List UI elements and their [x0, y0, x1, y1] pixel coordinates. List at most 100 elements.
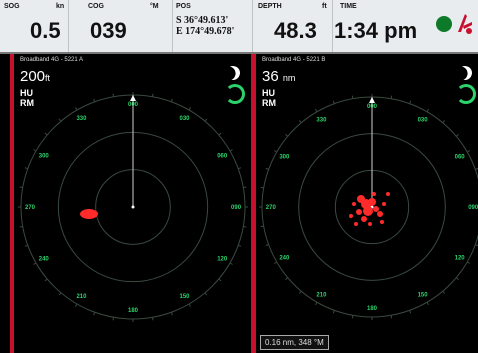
bearing-label: 180 [128, 308, 139, 314]
bearing-tick [315, 108, 318, 112]
right-range[interactable]: 36 nm [262, 68, 295, 85]
bearing-tick [315, 302, 318, 306]
bearing-label: 090 [231, 205, 242, 211]
radar-echo [380, 220, 384, 224]
bearing-tick [265, 167, 269, 170]
right-orientation: HU [262, 88, 275, 98]
bearing-tick [170, 98, 173, 102]
longitude-value: E 174°49.678' [176, 26, 235, 37]
radar-echo [80, 209, 98, 219]
radar-echo [356, 209, 362, 215]
bearing-label: 240 [279, 256, 290, 262]
radar-status-icon[interactable] [225, 84, 245, 104]
bearing-tick [44, 132, 48, 136]
bearing-tick [332, 100, 335, 104]
bearing-label: 120 [455, 256, 466, 262]
bearing-tick [409, 310, 412, 314]
right-range-unit: nm [282, 73, 296, 83]
bearing-label: 000 [128, 102, 139, 108]
bearing-label: 300 [39, 153, 50, 159]
pos-label: POS [176, 3, 191, 10]
bearing-tick [442, 290, 446, 294]
bearing-tick [24, 167, 28, 170]
cog-cell[interactable]: COG °M 039 [68, 0, 173, 52]
status-dot-icon[interactable] [436, 16, 452, 32]
bearing-tick [467, 150, 471, 153]
cog-value: 039 [90, 18, 127, 43]
radar-status-icon[interactable] [456, 84, 476, 104]
depth-value: 48.3 [274, 18, 317, 43]
bearing-tick [151, 93, 154, 97]
bearing-tick [243, 186, 247, 189]
bearing-tick [265, 244, 269, 247]
radar-echo [377, 211, 383, 217]
radar-echo [373, 206, 379, 212]
bearing-tick [204, 292, 208, 296]
left-range-value: 200 [20, 68, 46, 85]
pos-cell[interactable]: POS S 36°49.613' E 174°49.678' [172, 0, 253, 52]
left-motion: RM [20, 98, 34, 108]
bearing-tick [75, 303, 78, 307]
data-bar: SOG kn 0.5 COG °M 039 POS S 36°49.613' E… [0, 0, 478, 54]
bearing-tick [260, 186, 264, 189]
bearing-tick [332, 310, 335, 314]
own-ship-icon [131, 205, 135, 209]
bearing-label: 240 [39, 257, 50, 263]
radar-echo [354, 222, 358, 226]
cog-label: COG [88, 3, 104, 10]
bearing-tick [243, 225, 247, 228]
bearing-tick [58, 118, 62, 122]
depth-cell[interactable]: DEPTH ft 48.3 [252, 0, 333, 52]
left-orientation: HU [20, 88, 33, 98]
bearing-label: 210 [316, 293, 327, 299]
bearing-tick [273, 261, 277, 264]
radar-panel-right[interactable]: 030 060 090 120 150 180 210 240 270 300 330 000 Bro… [256, 54, 478, 353]
bearing-tick [58, 292, 62, 296]
bearing-tick [273, 150, 277, 153]
bearing-tick [298, 290, 302, 294]
heading-marker-icon [369, 97, 375, 103]
left-range-unit: ft [45, 73, 51, 83]
bearing-label: 330 [76, 116, 87, 122]
sog-unit: kn [56, 3, 65, 10]
bearing-label: 060 [455, 154, 466, 160]
radar-echo [372, 192, 376, 196]
latitude-value: S 36°49.613' [176, 15, 229, 26]
bearing-tick [218, 132, 222, 136]
bearing-tick [19, 225, 23, 228]
bearing-label: 090 [468, 205, 478, 211]
bearing-tick [351, 315, 354, 319]
bearing-tick [19, 186, 23, 189]
radar-echo [368, 198, 376, 206]
sog-cell[interactable]: SOG kn 0.5 [0, 0, 69, 52]
bearing-label: 300 [279, 154, 290, 160]
radar-ppi-right[interactable]: 030 060 090 120 150 180 210 240 270 300 330 000 [256, 54, 478, 353]
bearing-tick [467, 261, 471, 264]
bearing-label: 150 [180, 294, 191, 300]
sog-value: 0.5 [30, 18, 61, 43]
time-cell[interactable]: TIME 1:34 pm [332, 0, 432, 52]
heading-marker-icon [130, 95, 136, 101]
alarm-icon[interactable] [455, 12, 475, 36]
bearing-tick [390, 315, 393, 319]
bearing-tick [218, 278, 222, 282]
bearing-tick [229, 262, 233, 265]
bearing-tick [44, 278, 48, 282]
bearing-tick [188, 303, 191, 307]
depth-unit: ft [322, 3, 327, 10]
bearing-tick [170, 312, 173, 316]
bearing-tick [33, 262, 37, 265]
radar-panel-left[interactable]: 030 060 090 120 150 180 210 240 270 300 330 000 Bro… [14, 54, 251, 353]
bearing-label: 270 [25, 205, 36, 211]
sog-label: SOG [4, 3, 20, 10]
bearing-tick [390, 95, 393, 99]
bearing-tick [204, 118, 208, 122]
bearing-tick [75, 107, 78, 111]
bearing-tick [24, 244, 28, 247]
bearing-label: 150 [418, 293, 429, 299]
bearing-tick [455, 133, 459, 137]
bearing-tick [298, 120, 302, 124]
radar-ppi-left[interactable]: 030 060 090 120 150 180 210 240 270 300 330 000 [14, 54, 251, 353]
left-range[interactable]: 200ft [20, 68, 50, 85]
bearing-tick [442, 120, 446, 124]
